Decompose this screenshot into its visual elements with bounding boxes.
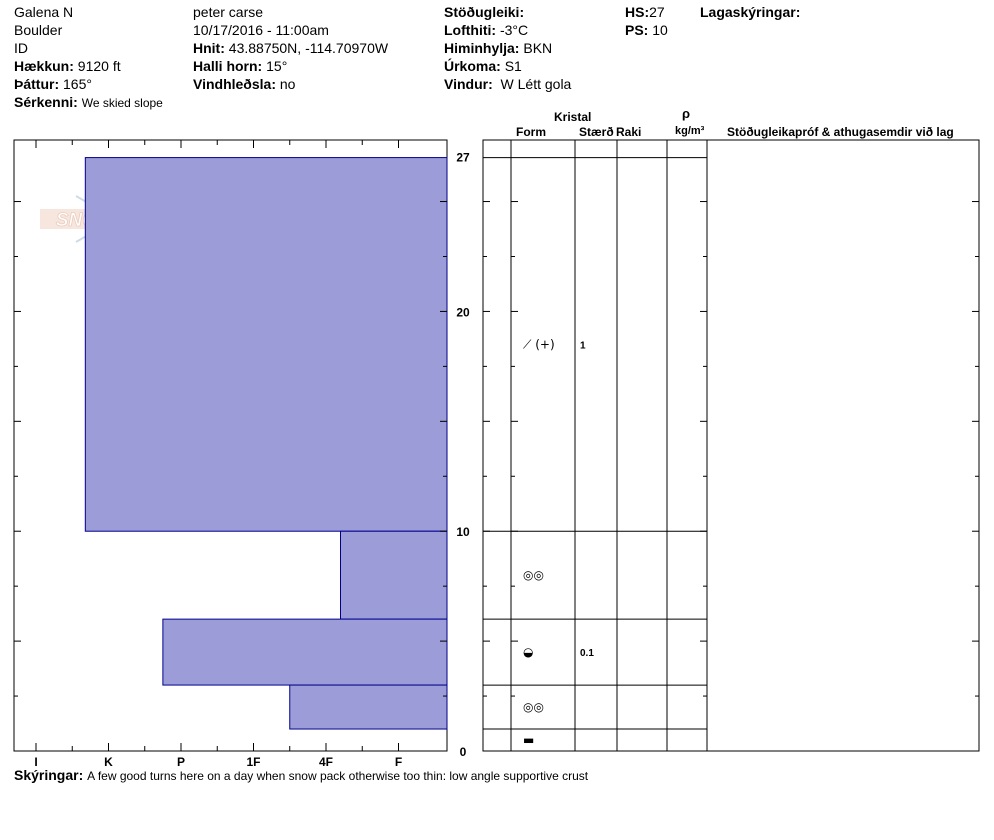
hardness-tick-label: P xyxy=(177,755,185,769)
depth-tick-label: 27 xyxy=(456,151,470,165)
features-value: We skied slope xyxy=(81,96,163,110)
wind-loading-label: Vindhleðsla: xyxy=(193,76,276,92)
aspect-label: Þáttur: xyxy=(14,76,60,92)
wind-loading-row: Vindhleðsla: no xyxy=(193,76,295,92)
grain-form-symbol: ◒ xyxy=(523,645,533,659)
hardness-scale: I K P 1F 4F F xyxy=(34,140,402,769)
form-header: Form xyxy=(516,125,546,139)
hardness-bar xyxy=(84,157,448,532)
air-temp-label: Lofthiti: xyxy=(444,22,497,38)
hardness-bars xyxy=(84,157,448,730)
coords-row: Hnit: 43.88750N, -114.70970W xyxy=(193,40,388,56)
hardness-bar xyxy=(289,684,448,730)
hardness-tick-label: K xyxy=(104,755,113,769)
grain-size-value: 1 xyxy=(580,340,586,351)
crystal-header: Kristal xyxy=(554,110,592,124)
hardness-tick-label: F xyxy=(395,755,402,769)
wind-label: Vindur: xyxy=(444,76,493,92)
hardness-bar xyxy=(162,618,448,686)
precip-label: Úrkoma: xyxy=(444,58,501,74)
sky-row: Himinhylja: BKN xyxy=(444,40,552,56)
depth-tick-label: 10 xyxy=(456,525,470,539)
wind-loading-value: no xyxy=(279,76,296,92)
coords-label: Hnit: xyxy=(193,40,225,56)
moisture-header: Raki xyxy=(616,125,642,139)
sky-label: Himinhylja: xyxy=(444,40,520,56)
rho-header: ρ xyxy=(682,106,691,121)
hs-label: HS: xyxy=(625,4,650,20)
elevation-row: Hækkun: 9120 ft xyxy=(14,58,121,74)
hardness-tick-label: I xyxy=(34,755,37,769)
density-unit-header: kg/m³ xyxy=(675,125,705,137)
features-row: Sérkenni: We skied slope xyxy=(14,94,163,111)
hs-row: HS:27 xyxy=(625,4,665,20)
table-frame xyxy=(482,139,980,752)
observer-name: peter carse xyxy=(193,4,264,20)
depth-tick-label: 20 xyxy=(456,305,470,319)
features-label: Sérkenni: xyxy=(14,94,78,110)
ps-label: PS: xyxy=(625,22,649,38)
hardness-tick-label: 1F xyxy=(246,755,260,769)
grain-form-symbol: ◎◎ xyxy=(523,568,544,582)
stability-label: Stöðugleiki: xyxy=(444,4,525,20)
precip-value: S1 xyxy=(504,58,522,74)
wind-value: W Létt gola xyxy=(500,76,572,92)
air-temp-row: Lofthiti: -3°C xyxy=(444,22,528,38)
ps-row: PS: 10 xyxy=(625,22,668,38)
layer-table xyxy=(482,139,980,752)
state: ID xyxy=(14,40,28,56)
layer-table-rows: ⟋ (+) 1 ◎◎ ◒ 0.1 ◎◎ ▬ xyxy=(483,157,707,747)
observation-datetime: 10/17/2016 - 11:00am xyxy=(193,22,329,38)
elevation-label: Hækkun: xyxy=(14,58,74,74)
slope-label: Halli horn: xyxy=(193,58,263,74)
wind-row: Vindur: W Létt gola xyxy=(444,76,571,92)
size-header: Stærð xyxy=(579,125,614,139)
aspect-value: 165° xyxy=(63,76,92,92)
slope-value: 15° xyxy=(266,58,288,74)
mountain-range: Boulder xyxy=(14,22,63,38)
location-name: Galena N xyxy=(14,4,74,20)
comments-label: Skýringar: xyxy=(14,767,84,783)
precip-row: Úrkoma: S1 xyxy=(444,58,522,74)
grain-form-symbol: ▬ xyxy=(523,733,534,747)
stability-tests-header: Stöðugleikapróf & athugasemdir við lag xyxy=(727,125,954,139)
depth-tick-label: 0 xyxy=(460,745,467,759)
ps-value: 10 xyxy=(652,22,668,38)
air-temp-value: -3°C xyxy=(499,22,529,38)
grain-form-symbol: ◎◎ xyxy=(523,700,544,714)
layer-notes-label: Lagaskýringar: xyxy=(700,4,801,20)
aspect-row: Þáttur: 165° xyxy=(14,76,92,92)
comments-row: Skýringar: A few good turns here on a da… xyxy=(14,767,588,784)
elevation-value: 9120 ft xyxy=(77,58,121,74)
grain-size-value: 0.1 xyxy=(580,648,594,659)
hardness-bar xyxy=(340,530,448,620)
sky-value: BKN xyxy=(523,40,553,56)
depth-axis: 0 10 20 27 xyxy=(14,151,979,759)
grain-form-symbol: ⟋ (+) xyxy=(523,337,555,351)
hardness-tick-label: 4F xyxy=(319,755,333,769)
hs-value: 27 xyxy=(649,4,665,20)
slope-row: Halli horn: 15° xyxy=(193,58,287,74)
comments-text: A few good turns here on a day when snow… xyxy=(87,769,589,783)
coords-value: 43.88750N, -114.70970W xyxy=(228,40,389,56)
